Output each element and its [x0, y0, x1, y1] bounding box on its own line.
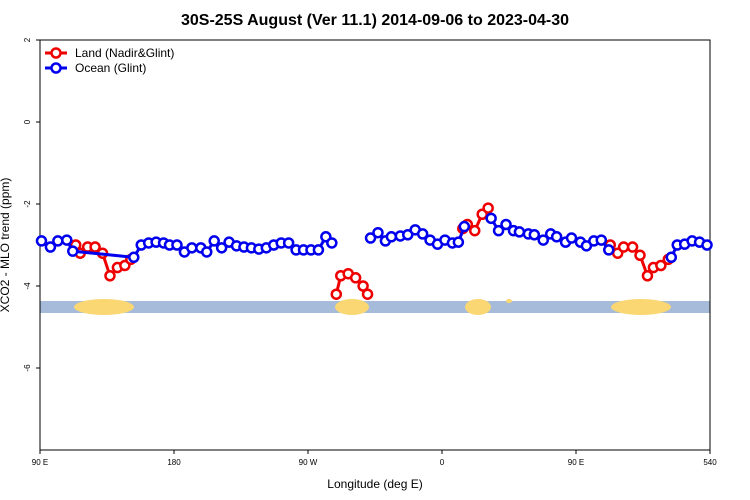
data-point — [44, 241, 57, 253]
data-point — [208, 235, 220, 247]
data-point — [312, 244, 325, 256]
y-axis-label: XCO2 - MLO trend (ppm) — [0, 178, 12, 313]
land-patch — [335, 299, 369, 315]
land-patch — [611, 299, 671, 315]
data-point — [128, 251, 140, 264]
data-point — [634, 249, 646, 261]
x-tick-label: 90 W — [299, 458, 318, 467]
y-tick-label: -6 — [23, 364, 32, 372]
data-point — [595, 234, 608, 246]
data-point — [617, 241, 630, 253]
data-point — [67, 245, 79, 257]
x-tick-label: 90 E — [568, 458, 584, 467]
data-point — [416, 228, 429, 240]
data-point — [104, 270, 116, 282]
y-tick-label: 2 — [23, 37, 32, 42]
y-tick-label: 0 — [23, 119, 32, 124]
data-point — [528, 229, 541, 241]
data-point — [282, 237, 295, 249]
legend-marker — [50, 62, 62, 74]
y-tick-label: -2 — [23, 200, 32, 208]
data-point — [565, 232, 578, 244]
data-point — [603, 244, 615, 256]
data-point — [35, 235, 48, 247]
x-tick-label: 90 E — [32, 458, 48, 467]
data-point — [550, 231, 563, 243]
data-point — [492, 224, 505, 237]
land-patch — [74, 299, 134, 315]
data-point — [452, 236, 465, 248]
data-point — [641, 270, 654, 282]
data-point — [485, 212, 497, 225]
data-point — [186, 242, 198, 254]
data-point — [171, 239, 183, 251]
data-point — [201, 246, 213, 258]
data-point — [537, 234, 549, 246]
data-point — [361, 288, 374, 300]
legend-label: Ocean (Glint) — [75, 61, 146, 75]
legend-marker — [50, 47, 62, 59]
data-point — [52, 235, 64, 247]
data-point — [61, 234, 73, 246]
data-point — [655, 259, 667, 272]
legend: Land (Nadir&Glint)Ocean (Glint) — [45, 46, 174, 75]
land-patch — [506, 299, 512, 303]
data-point — [513, 226, 526, 238]
legend-label: Land (Nadir&Glint) — [75, 46, 174, 60]
data-point — [215, 242, 228, 254]
data-point — [364, 232, 377, 244]
data-point — [701, 239, 713, 251]
data-point — [469, 224, 481, 237]
data-point — [626, 241, 639, 253]
x-tick-label: 180 — [167, 458, 181, 467]
data-point — [482, 202, 494, 214]
x-axis-label: Longitude (deg E) — [327, 477, 422, 491]
data-point — [458, 220, 471, 233]
ocean-strip — [40, 301, 710, 313]
data-point — [385, 231, 398, 243]
data-point — [357, 280, 369, 292]
data-point — [665, 251, 678, 264]
data-point — [372, 226, 384, 239]
data-point — [349, 272, 362, 284]
land-ocean-strip — [40, 299, 710, 315]
data-point — [89, 241, 101, 253]
data-point — [326, 237, 338, 249]
y-tick-label: -4 — [23, 282, 32, 290]
chart-title: 30S-25S August (Ver 11.1) 2014-09-06 to … — [181, 12, 569, 29]
series-line — [74, 207, 670, 295]
x-tick-label: 0 — [440, 458, 445, 467]
data-point — [500, 218, 512, 231]
land-patch — [465, 299, 491, 315]
x-tick-label: 540 — [703, 458, 717, 467]
data-point — [330, 288, 343, 300]
